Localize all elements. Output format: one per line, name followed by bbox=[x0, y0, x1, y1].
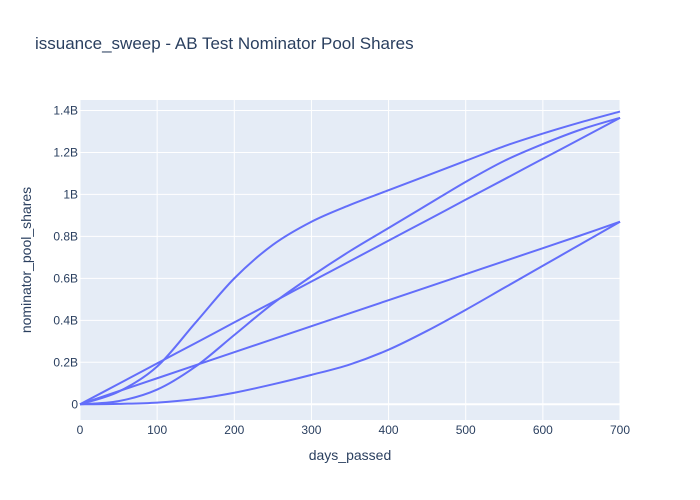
series-line-4 bbox=[79, 220, 621, 406]
y-tick-label: 1.2B bbox=[53, 145, 78, 159]
x-tick-label: 100 bbox=[147, 423, 167, 437]
grid-lines bbox=[79, 100, 621, 420]
y-tick-label: 0.6B bbox=[53, 271, 78, 285]
series-lines bbox=[79, 110, 621, 406]
y-tick-label: 0.4B bbox=[53, 313, 78, 327]
series-line-3 bbox=[79, 116, 621, 406]
y-tick-label: 0.2B bbox=[53, 355, 78, 369]
x-tick-label: 0 bbox=[77, 423, 84, 437]
series-line-5 bbox=[79, 220, 621, 406]
x-tick-label: 300 bbox=[301, 423, 321, 437]
x-tick-label: 400 bbox=[379, 423, 399, 437]
y-tick-label: 1B bbox=[63, 187, 78, 201]
x-tick-label: 600 bbox=[533, 423, 553, 437]
plot-background bbox=[80, 100, 620, 420]
x-tick-labels: 0 100 200 300 400 500 600 700 bbox=[77, 423, 631, 437]
x-axis-label: days_passed bbox=[309, 447, 392, 463]
chart-title: issuance_sweep - AB Test Nominator Pool … bbox=[35, 34, 414, 53]
x-tick-label: 200 bbox=[224, 423, 244, 437]
series-line-2 bbox=[79, 116, 621, 406]
x-tick-label: 500 bbox=[456, 423, 476, 437]
y-tick-label: 1.4B bbox=[53, 103, 78, 117]
y-tick-label: 0.8B bbox=[53, 229, 78, 243]
y-tick-labels: 0 0.2B 0.4B 0.6B 0.8B 1B 1.2B 1.4B bbox=[53, 103, 78, 411]
y-tick-label: 0 bbox=[71, 397, 78, 411]
x-tick-label: 700 bbox=[610, 423, 630, 437]
series-line-1 bbox=[79, 110, 621, 406]
y-axis-label: nominator_pool_shares bbox=[18, 187, 34, 333]
